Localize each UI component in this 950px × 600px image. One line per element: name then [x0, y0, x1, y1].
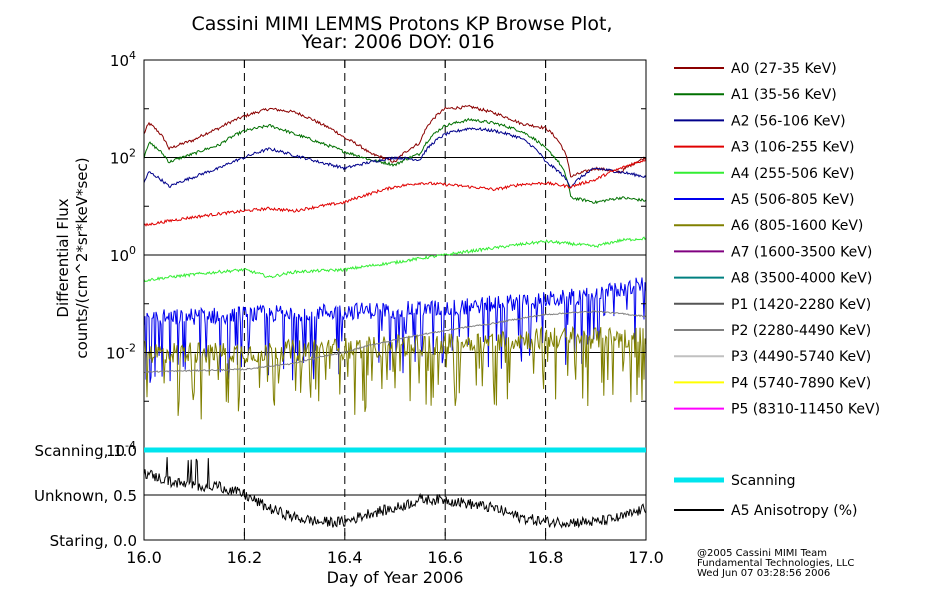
y-tick-label: 10-2	[106, 342, 136, 363]
x-tick-label: 17.0	[628, 548, 664, 567]
legend-label: P1 (1420-2280 KeV)	[731, 297, 871, 313]
legend-label: P4 (5740-7890 KeV)	[731, 375, 871, 391]
footer-timestamp: Wed Jun 07 03:28:56 2006	[697, 568, 830, 579]
lower-y-tick-label: Staring, 0.0	[50, 532, 137, 550]
y-tick-label: 104	[110, 49, 136, 70]
legend-label: P3 (4490-5740 KeV)	[731, 349, 871, 365]
chart-subtitle: Year: 2006 DOY: 016	[300, 31, 494, 53]
x-tick-label: 16.8	[528, 548, 564, 567]
y-axis-label-line2: counts/(cm^2*sr*keV*sec)	[73, 157, 91, 358]
y-tick-label: 10-4	[106, 439, 136, 460]
series-line-6	[144, 277, 646, 383]
series-line-2	[144, 117, 646, 205]
legend-label: A8 (3500-4000 KeV)	[731, 271, 872, 287]
legend-label: P2 (2280-4490 KeV)	[731, 323, 871, 339]
lower-y-tick-label: Unknown, 0.5	[34, 487, 137, 505]
y-axis-label-line1: Differential Flux	[54, 198, 72, 317]
series-line-5	[144, 236, 646, 283]
legend-label: A0 (27-35 KeV)	[731, 61, 837, 77]
series-line-7	[144, 325, 646, 420]
lower-y-tick-label: Scanning, 1.0	[34, 442, 137, 460]
legend-label: A7 (1600-3500 KeV)	[731, 244, 872, 260]
legend: A0 (27-35 KeV) A1 (35-56 KeV) A2 (56-106 K…	[674, 61, 880, 519]
legend-label: A5 Anisotropy (%)	[731, 503, 858, 519]
y-tick-label: 100	[110, 244, 136, 265]
anisotropy-panel: Scanning, 1.0 Unknown, 0.5 Staring, 0.0	[34, 442, 647, 550]
series-line-3	[144, 127, 646, 189]
y-tick-label: 102	[110, 147, 136, 168]
legend-label: A1 (35-56 KeV)	[731, 87, 837, 103]
legend-label: A3 (106-255 KeV)	[731, 140, 854, 156]
legend-label: A5 (506-805 KeV)	[731, 192, 854, 208]
legend-label: P5 (8310-11450 KeV)	[731, 402, 880, 418]
series-line-11	[144, 310, 646, 374]
series-line-1	[144, 104, 646, 178]
flux-panel: 104 102 100 10-2 10-4	[106, 49, 647, 460]
legend-label: A4 (255-506 KeV)	[731, 166, 854, 182]
x-tick-label: 16.0	[126, 548, 162, 567]
legend-label: A2 (56-106 KeV)	[731, 113, 846, 129]
x-axis-label: Day of Year 2006	[327, 568, 464, 587]
x-tick-label: 16.4	[327, 548, 363, 567]
chart-title: Cassini MIMI LEMMS Protons KP Browse Plo…	[191, 13, 612, 35]
x-tick-label: 16.2	[227, 548, 263, 567]
footer-copyright: @2005 Cassini MIMI Team	[697, 548, 827, 559]
anisotropy-line	[144, 457, 646, 529]
legend-label: Scanning	[731, 473, 796, 489]
x-tick-label: 16.6	[427, 548, 463, 567]
series-line-4	[144, 159, 646, 227]
footer-company: Fundamental Technologies, LLC	[697, 558, 854, 569]
legend-label: A6 (805-1600 KeV)	[731, 218, 863, 234]
